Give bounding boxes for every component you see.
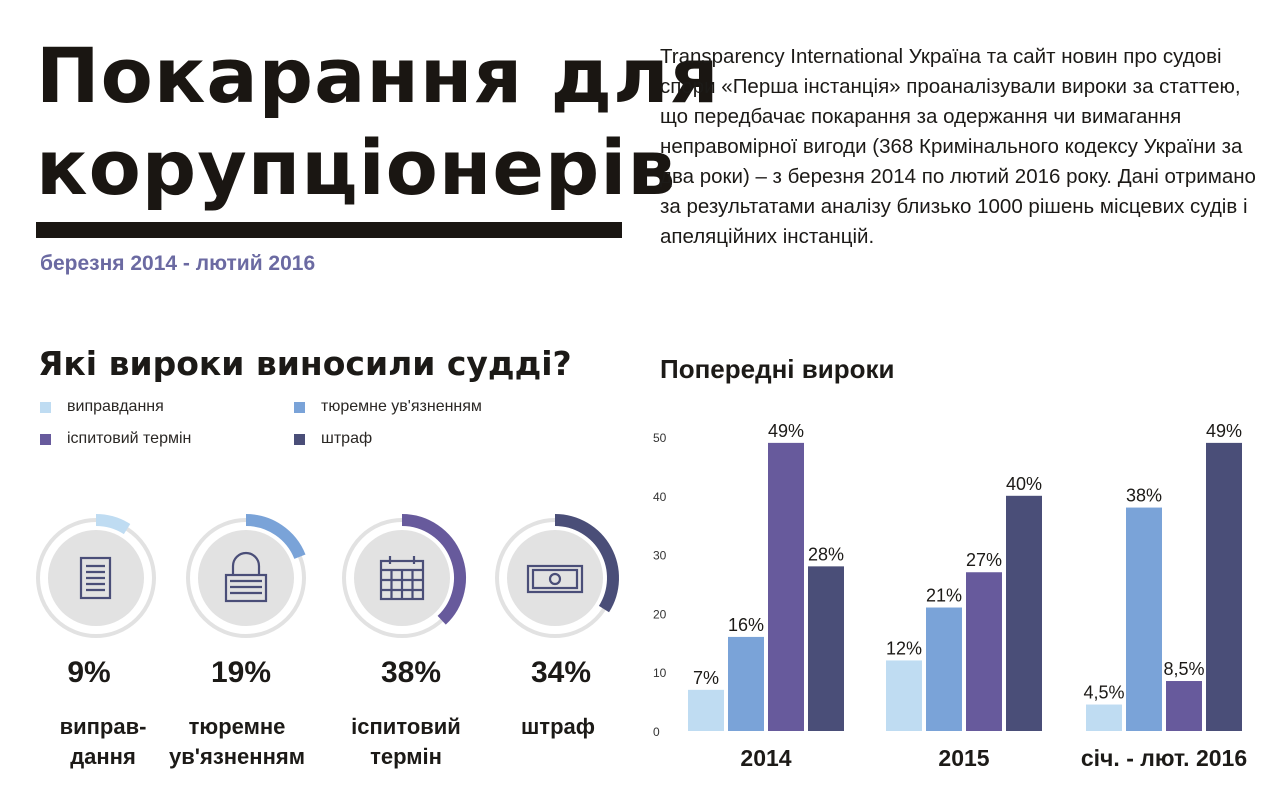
donut-acquittal [36, 514, 156, 638]
donut-arc [554, 514, 619, 613]
x-category-label: 2015 [938, 745, 989, 771]
legend-label: тюремне ув'язненням [321, 398, 482, 415]
page-title-line2: корупціонерів [36, 123, 677, 212]
bar-value-label: 8,5% [1163, 659, 1204, 679]
y-tick-label: 40 [653, 490, 667, 504]
y-tick-label: 20 [653, 607, 667, 621]
donut-label-fine: штраф [463, 712, 653, 742]
x-category-label: 2014 [740, 745, 791, 771]
donut-label-line2: дання [70, 744, 136, 769]
bar-value-label: 28% [808, 544, 844, 564]
banknote-icon [526, 564, 584, 594]
donut-arc [95, 514, 131, 535]
bar-value-label: 49% [1206, 421, 1242, 441]
donut-arc [245, 514, 306, 560]
donut-label-line1: тюремне [188, 714, 286, 739]
bar [926, 607, 962, 731]
date-range: березня 2014 - лютий 2016 [40, 252, 316, 275]
y-tick-label: 10 [653, 666, 667, 680]
donut-fine [495, 514, 619, 638]
bar-value-label: 40% [1006, 474, 1042, 494]
bar [1166, 681, 1202, 731]
section-title: Які вироки виносили судді? [38, 344, 572, 383]
donut-percent-acquittal: 9% [67, 656, 111, 689]
title-underline [36, 222, 622, 238]
chart-title: Попередні вироки [660, 354, 895, 384]
bar-value-label: 27% [966, 550, 1002, 570]
legend-label: виправдання [67, 398, 164, 415]
y-tick-label: 0 [653, 725, 660, 739]
bar [886, 660, 922, 731]
bar [1126, 507, 1162, 731]
bar-chart: 0 10 20 30 40 50 7% 16% 49% 28% 2014 12% 21%27% 40% 20… [653, 421, 1247, 771]
donut-inner [507, 530, 603, 626]
donut-label-line1: іспитовий [351, 714, 461, 739]
bar-value-label: 21% [926, 586, 962, 606]
donut-percent-probation: 38% [380, 656, 442, 689]
donut-percent-fine: 34% [530, 656, 592, 689]
legend-swatch [294, 433, 305, 445]
bar [768, 442, 804, 731]
y-tick-label: 30 [653, 549, 667, 563]
legend-item-probation: іспитовий термін [40, 430, 191, 448]
bar [966, 572, 1002, 731]
donut-arc [401, 514, 466, 625]
bar-value-label: 7% [693, 668, 719, 688]
bar [728, 636, 764, 731]
donut-probation [342, 514, 466, 638]
legend-item-acquittal: виправдання [40, 398, 164, 416]
bar [1006, 495, 1042, 731]
donut-label-line2: термін [370, 744, 442, 769]
donut-label-line1: виправ- [59, 714, 147, 739]
legend-swatch [40, 401, 51, 413]
lock-icon [224, 551, 268, 603]
legend-item-fine: штраф [294, 430, 372, 448]
bar [1206, 442, 1242, 731]
bar [808, 566, 844, 731]
donut-label-line2: ув'язненням [169, 744, 305, 769]
donut-label-prison: тюремне ув'язненням [142, 712, 332, 772]
calendar-icon [379, 556, 425, 601]
donut-label-probation: іспитовий термін [311, 712, 501, 772]
legend-swatch [294, 401, 305, 413]
bar [688, 689, 724, 731]
bar-value-label: 38% [1126, 486, 1162, 506]
bar-value-label: 16% [728, 615, 764, 635]
intro-text: Transparency International Україна та са… [660, 45, 1256, 248]
bar [1086, 704, 1122, 731]
y-tick-label: 50 [653, 431, 667, 445]
donut-label-acquittal: виправ- дання [8, 712, 198, 772]
x-category-label: січ. - лют. 2016 [1081, 745, 1247, 771]
donut-prison [186, 514, 306, 638]
donut-label-line1: штраф [520, 714, 596, 739]
bar-value-label: 4,5% [1083, 683, 1124, 703]
legend-item-prison: тюремне ув'язненням [294, 398, 482, 416]
page-title: Покарання для корупціонерів [36, 30, 720, 214]
page-title-line1: Покарання для [36, 31, 720, 120]
legend-label: іспитовий термін [67, 430, 192, 447]
bar-value-label: 49% [768, 421, 804, 441]
legend-swatch [40, 433, 51, 445]
donut-inner [198, 530, 294, 626]
bar-value-label: 12% [886, 638, 922, 658]
document-icon [79, 556, 112, 600]
donut-percent-prison: 19% [210, 656, 272, 689]
legend-label: штраф [321, 430, 373, 447]
